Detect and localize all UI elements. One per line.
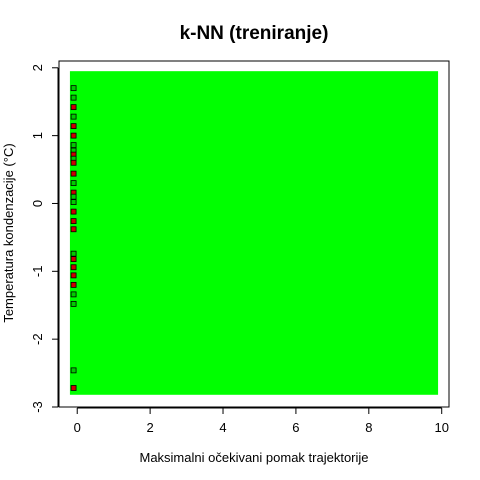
data-point: [71, 86, 76, 91]
data-point: [71, 160, 76, 165]
y-axis-label: Temperatura kondenzacije (°C): [1, 143, 16, 322]
data-point: [71, 292, 76, 297]
data-point: [71, 251, 76, 256]
x-tick-label: 10: [434, 420, 448, 435]
data-point: [71, 219, 76, 224]
data-point: [71, 227, 76, 232]
data-point: [71, 273, 76, 278]
decision-region: [70, 71, 438, 395]
data-point: [71, 124, 76, 129]
data-point: [71, 181, 76, 186]
data-point: [71, 105, 76, 110]
x-tick-label: 4: [219, 420, 226, 435]
data-point: [71, 368, 76, 373]
y-tick-label: 0: [30, 200, 45, 207]
data-point: [71, 257, 76, 262]
data-point: [71, 282, 76, 287]
y-tick-label: 1: [30, 132, 45, 139]
data-point: [71, 386, 76, 391]
x-tick-label: 8: [365, 420, 372, 435]
data-point: [71, 301, 76, 306]
data-point: [71, 200, 76, 205]
data-point: [71, 265, 76, 270]
data-point: [71, 194, 76, 199]
data-point: [71, 114, 76, 119]
x-axis: 0 2 4 6 8 10: [74, 408, 449, 435]
x-tick-label: 0: [74, 420, 81, 435]
data-point: [71, 95, 76, 100]
data-point: [71, 133, 76, 138]
y-tick-label: 2: [30, 64, 45, 71]
y-axis: -3 -2 -1 0 1 2: [30, 64, 58, 413]
chart-title: k-NN (treniranje): [180, 23, 329, 44]
y-tick-label: -3: [30, 401, 45, 413]
y-tick-label: -1: [30, 266, 45, 278]
x-tick-label: 6: [292, 420, 299, 435]
data-point: [71, 143, 76, 148]
data-point: [71, 171, 76, 176]
data-point: [71, 209, 76, 214]
x-tick-label: 2: [147, 420, 154, 435]
x-axis-label: Maksimalni očekivani pomak trajektorije: [139, 450, 368, 465]
y-tick-label: -2: [30, 333, 45, 345]
